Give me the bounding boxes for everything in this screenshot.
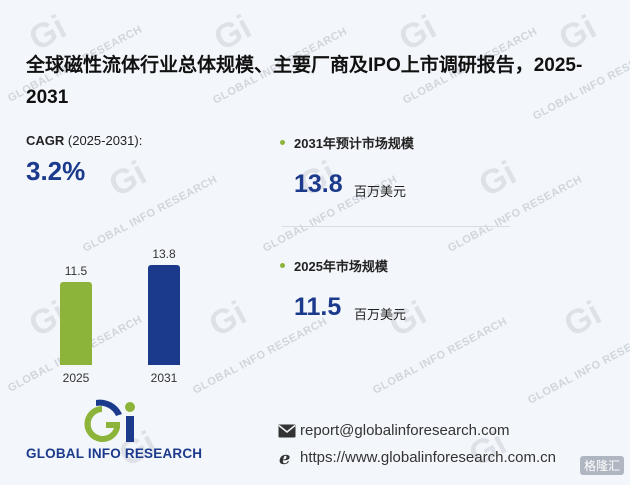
brand-logo: [26, 398, 216, 464]
chart-value-label-2031: 13.8: [152, 247, 176, 261]
metric-unit-2031: 百万美元: [354, 184, 407, 199]
contact-email[interactable]: report@globalinforesearch.com: [300, 422, 510, 439]
metric-label-2025: 2025年市场规模: [294, 259, 388, 274]
cagr-label-bold: CAGR: [26, 133, 65, 148]
corner-watermark-badge: 格隆汇: [579, 456, 624, 475]
chart-bar-2025: [60, 282, 92, 365]
envelope-icon: [278, 424, 296, 438]
market-size-bar-chart: 11.5 2025 13.8 2031: [40, 235, 230, 395]
chart-value-label-2025: 11.5: [64, 264, 88, 278]
metric-value-2031: 13.8: [294, 170, 343, 198]
svg-text:e: e: [279, 449, 290, 466]
cagr-label: CAGR (2025-2031):: [26, 133, 142, 148]
report-title: 全球磁性流体行业总体规模、主要厂商及IPO上市调研报告，2025-2031: [26, 55, 583, 108]
watermark-logo: Gi: [472, 153, 523, 205]
browser-e-icon: e: [279, 449, 290, 466]
chart-bar-2031: [148, 265, 180, 365]
cagr-label-range: (2025-2031):: [64, 133, 143, 148]
contact-website[interactable]: https://www.globalinforesearch.com.cn: [300, 449, 556, 466]
watermark-logo: Gi: [557, 293, 608, 345]
bullet-dot-icon: [280, 263, 285, 268]
metric-label-2031: 2031年预计市场规模: [294, 136, 414, 151]
bullet-dot-icon: [280, 140, 285, 145]
gi-logo-icon: [84, 399, 135, 442]
chart-category-label-2031: 2031: [150, 371, 178, 385]
watermark-logo: Gi: [102, 153, 153, 205]
metric-value-2025: 11.5: [294, 293, 342, 321]
metric-divider: [282, 226, 510, 227]
brand-name: GLOBAL INFO RESEARCH: [26, 446, 203, 461]
metric-unit-2025: 百万美元: [354, 307, 407, 322]
cagr-value: 3.2%: [26, 156, 86, 186]
chart-category-label-2025: 2025: [62, 371, 90, 385]
